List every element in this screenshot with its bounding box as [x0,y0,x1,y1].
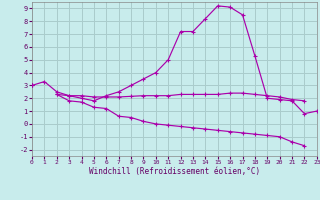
X-axis label: Windchill (Refroidissement éolien,°C): Windchill (Refroidissement éolien,°C) [89,167,260,176]
